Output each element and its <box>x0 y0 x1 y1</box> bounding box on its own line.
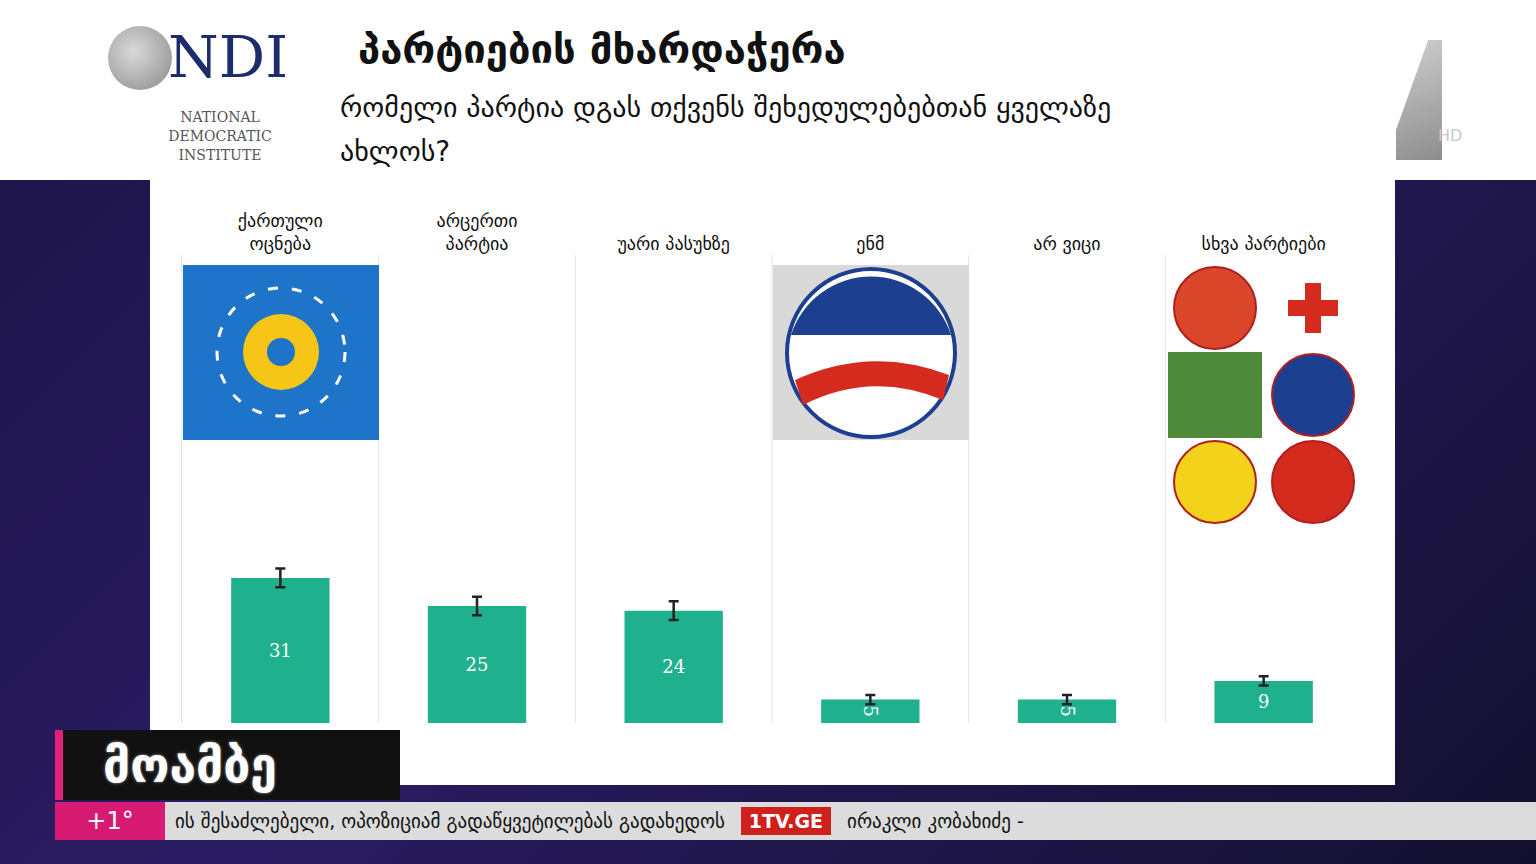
svg-text:9: 9 <box>1258 691 1269 712</box>
svg-text:31: 31 <box>269 640 292 661</box>
svg-text:სხვა პარტიები: სხვა პარტიები <box>1201 233 1325 254</box>
html-text:1TV.GE: 1TV.GE <box>748 810 824 832</box>
html-text:პარტიების მხარდაჭერა: პარტიების მხარდაჭერა <box>358 26 846 72</box>
svg-text:5: 5 <box>1057 706 1078 717</box>
html-text:+1°: +1° <box>86 807 134 835</box>
svg-text:ქართულიოცნება: ქართულიოცნება <box>238 210 323 254</box>
svg-text:ენმ: ენმ <box>856 233 884 254</box>
html-text:NATIONAL: NATIONAL <box>180 109 260 125</box>
svg-text:5: 5 <box>860 706 881 717</box>
svg-text:არცერთიპარტია: არცერთიპარტია <box>437 210 518 254</box>
html-text:ის შესაძლებელი, ოპოზიციამ გადა: ის შესაძლებელი, ოპოზიციამ გადაწყვეტილება… <box>175 810 725 832</box>
html-text:მოამბე: მოამბე <box>103 737 277 793</box>
html-text:INSTITUTE: INSTITUTE <box>178 147 262 163</box>
html-text:ირაკლი კობახიძე -: ირაკლი კობახიძე - <box>847 810 1024 832</box>
html-text:NDI: NDI <box>168 23 289 91</box>
html-text:რომელი პარტია დგას თქვენს შეხე: რომელი პარტია დგას თქვენს შეხედულებებთან… <box>340 91 1112 168</box>
svg-text:არ ვიცი: არ ვიცი <box>1033 233 1100 254</box>
svg-text:25: 25 <box>466 654 489 675</box>
html-text:DEMOCRATIC: DEMOCRATIC <box>168 128 272 144</box>
svg-text:24: 24 <box>662 656 685 677</box>
html-text:HD: HD <box>1438 126 1463 145</box>
svg-text:უარი პასუხზე: უარი პასუხზე <box>617 233 730 254</box>
